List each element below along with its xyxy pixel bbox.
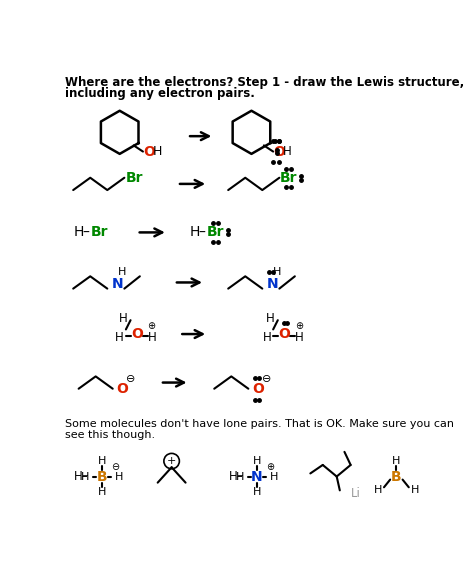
Text: O: O	[117, 382, 128, 396]
Text: ⊖: ⊖	[111, 462, 119, 473]
Text: H: H	[153, 145, 163, 158]
Text: Where are the electrons? Step 1 - draw the Lewis structure,: Where are the electrons? Step 1 - draw t…	[65, 76, 465, 89]
Text: Br: Br	[280, 171, 298, 185]
Text: H: H	[253, 456, 261, 466]
Text: H: H	[295, 331, 304, 344]
Text: ⊖: ⊖	[262, 374, 271, 385]
Text: Some molecules don't have lone pairs. That is OK. Make sure you can: Some molecules don't have lone pairs. Th…	[65, 419, 455, 429]
Text: H: H	[283, 145, 292, 158]
Text: H: H	[263, 331, 271, 344]
Text: ⊖: ⊖	[126, 374, 135, 385]
Text: H: H	[253, 487, 261, 497]
Text: H: H	[411, 486, 419, 495]
Text: H: H	[118, 312, 127, 325]
Text: O: O	[131, 327, 143, 341]
Text: H: H	[236, 471, 244, 482]
Text: N: N	[112, 277, 124, 291]
Text: Br: Br	[90, 225, 108, 239]
Text: –: –	[82, 225, 90, 239]
Text: H: H	[98, 456, 106, 466]
Text: H: H	[148, 331, 156, 344]
Text: H: H	[265, 312, 274, 325]
Text: H: H	[73, 225, 83, 239]
Text: H: H	[374, 486, 382, 495]
Text: H: H	[115, 471, 123, 482]
Text: N: N	[251, 470, 263, 483]
Text: Br: Br	[126, 171, 144, 185]
Text: O: O	[273, 145, 285, 158]
Text: ⊕: ⊕	[266, 462, 274, 473]
Text: Li: Li	[351, 487, 361, 500]
Text: H–: H–	[74, 470, 89, 483]
Text: ⊕: ⊕	[147, 321, 156, 331]
Text: ⊕: ⊕	[295, 321, 303, 331]
Text: O: O	[252, 382, 264, 396]
Text: H: H	[118, 267, 127, 276]
Text: O: O	[278, 327, 290, 341]
Text: including any electron pairs.: including any electron pairs.	[65, 87, 255, 100]
Text: H: H	[273, 267, 282, 276]
Text: H: H	[190, 225, 200, 239]
Text: H: H	[81, 471, 89, 482]
Text: B: B	[97, 470, 107, 483]
Text: H–: H–	[229, 470, 244, 483]
Text: H: H	[392, 456, 401, 466]
Text: H: H	[270, 471, 278, 482]
Text: +: +	[167, 456, 176, 466]
Text: B: B	[391, 470, 401, 483]
Text: H: H	[98, 487, 106, 497]
Text: N: N	[267, 277, 279, 291]
Text: H: H	[115, 331, 124, 344]
Text: O: O	[143, 145, 155, 158]
Text: Br: Br	[207, 225, 224, 239]
Text: –: –	[199, 225, 206, 239]
Text: see this though.: see this though.	[65, 430, 155, 439]
